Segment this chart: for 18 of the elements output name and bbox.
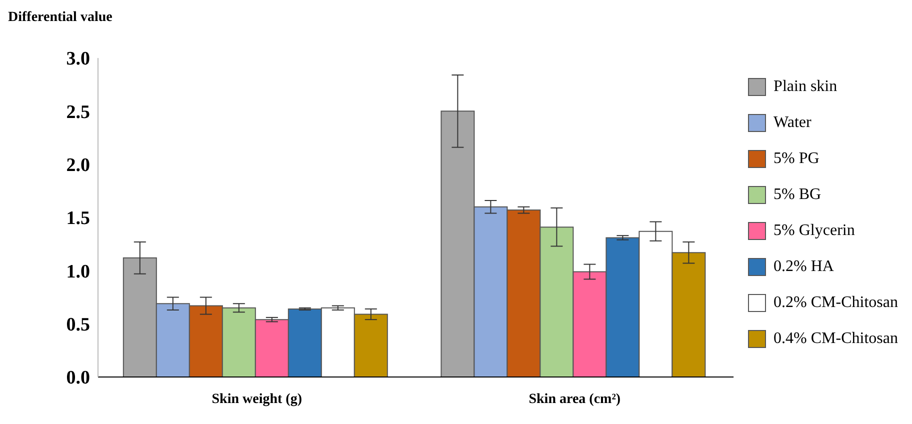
legend-label: 0.2% HA	[774, 257, 834, 277]
legend-label: 5% PG	[774, 149, 820, 169]
y-tick-label: 2.0	[66, 155, 90, 176]
x-tick-label: Skin area (cm²)	[528, 392, 621, 407]
legend-label: 5% Glycerin	[774, 221, 855, 241]
legend-label: Plain skin	[774, 77, 838, 97]
legend-label: Water	[774, 113, 812, 133]
y-tick-label: 2.5	[66, 102, 90, 123]
legend-label: 5% BG	[774, 185, 822, 205]
x-tick-label: Skin weight (g)	[212, 392, 302, 407]
y-tick-label: 1.5	[66, 208, 90, 230]
y-tick-label: 1.0	[66, 261, 90, 282]
legend-label: 0.4% CM-Chitosan	[774, 329, 898, 349]
legend-label: 0.2% CM-Chitosan	[774, 293, 898, 313]
y-axis-title: Differential value	[8, 10, 112, 26]
y-tick-label: 3.0	[66, 48, 90, 70]
y-tick-label: 0.5	[66, 314, 90, 336]
y-tick-label: 0.0	[66, 368, 90, 389]
